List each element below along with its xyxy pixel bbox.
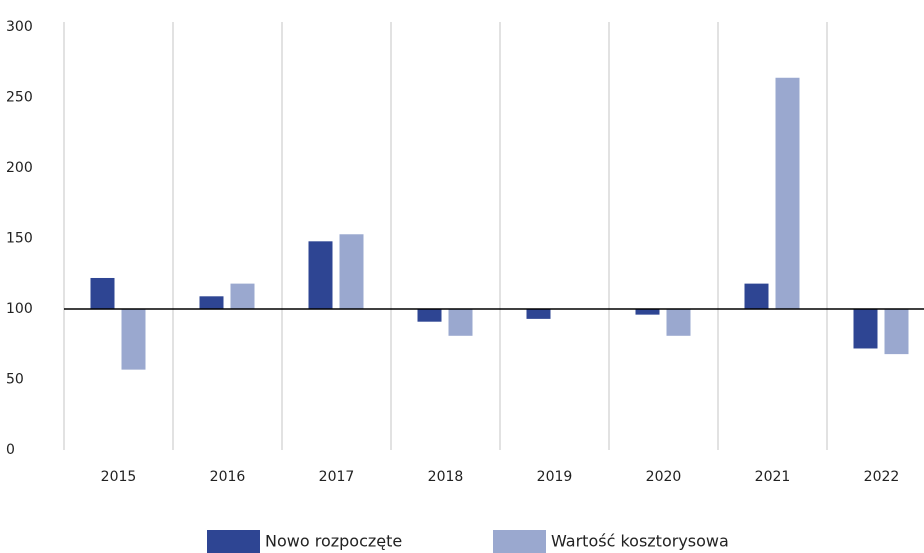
x-tick-label: 2015	[101, 469, 137, 485]
x-tick-label: 2017	[319, 469, 355, 485]
legend-label: Wartość kosztorysowa	[551, 532, 729, 551]
bar	[884, 309, 909, 355]
bar	[666, 309, 691, 336]
bar	[308, 241, 333, 309]
x-tick-label: 2019	[537, 469, 573, 485]
y-tick-label: 250	[6, 90, 33, 106]
bar	[448, 309, 473, 336]
legend-label: Nowo rozpoczęte	[265, 532, 402, 551]
x-tick-label: 2021	[755, 469, 791, 485]
x-tick-label: 2016	[210, 469, 246, 485]
bar	[230, 283, 255, 309]
y-tick-label: 0	[6, 442, 15, 458]
bar	[90, 277, 115, 309]
bar	[417, 309, 442, 322]
y-tick-label: 300	[6, 19, 33, 35]
x-tick-label: 2020	[646, 469, 682, 485]
bar	[339, 234, 364, 309]
bar	[853, 309, 878, 349]
y-tick-label: 100	[6, 301, 33, 317]
y-tick-label: 50	[6, 372, 24, 388]
bar	[121, 309, 146, 370]
legend: Nowo rozpoczęte Wartość kosztorysowa	[207, 530, 729, 553]
bar	[526, 309, 551, 319]
bar	[775, 77, 800, 309]
y-tick-label: 200	[6, 160, 33, 176]
x-tick-label: 2022	[864, 469, 900, 485]
y-tick-label: 150	[6, 231, 33, 247]
bar	[744, 283, 769, 309]
legend-swatch	[207, 530, 260, 553]
legend-swatch	[493, 530, 546, 553]
x-tick-label: 2018	[428, 469, 464, 485]
bar	[199, 296, 224, 309]
bar	[635, 309, 660, 315]
